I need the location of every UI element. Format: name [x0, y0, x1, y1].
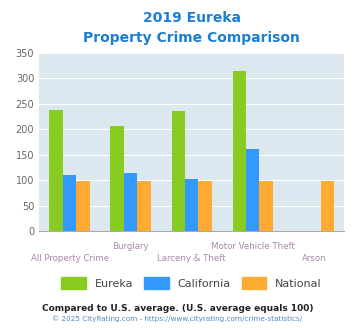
Text: Motor Vehicle Theft: Motor Vehicle Theft — [211, 242, 295, 251]
Legend: Eureka, California, National: Eureka, California, National — [57, 273, 326, 293]
Bar — [63, 175, 76, 231]
Text: © 2025 CityRating.com - https://www.cityrating.com/crime-statistics/: © 2025 CityRating.com - https://www.city… — [53, 315, 302, 322]
Bar — [260, 181, 273, 231]
Text: Compared to U.S. average. (U.S. average equals 100): Compared to U.S. average. (U.S. average … — [42, 304, 313, 313]
Text: All Property Crime: All Property Crime — [31, 254, 109, 263]
Bar — [76, 181, 90, 231]
Bar — [198, 181, 212, 231]
Bar — [233, 71, 246, 231]
Text: Larceny & Theft: Larceny & Theft — [157, 254, 226, 263]
Bar — [321, 181, 334, 231]
Bar — [137, 181, 151, 231]
Text: Burglary: Burglary — [112, 242, 149, 251]
Bar — [110, 126, 124, 231]
Bar — [171, 111, 185, 231]
Bar — [124, 174, 137, 231]
Text: Arson: Arson — [301, 254, 326, 263]
Bar — [185, 179, 198, 231]
Bar — [246, 148, 260, 231]
Title: 2019 Eureka
Property Crime Comparison: 2019 Eureka Property Crime Comparison — [83, 11, 300, 45]
Bar — [49, 110, 63, 231]
